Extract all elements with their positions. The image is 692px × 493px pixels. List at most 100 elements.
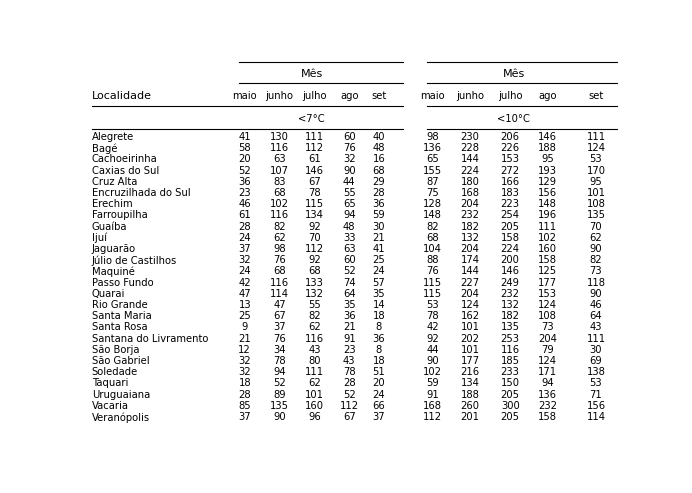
Text: 174: 174 (460, 255, 480, 265)
Text: 88: 88 (426, 255, 439, 265)
Text: Mês: Mês (300, 69, 323, 79)
Text: Rio Grande: Rio Grande (92, 300, 147, 310)
Text: 24: 24 (239, 233, 251, 243)
Text: 102: 102 (538, 233, 557, 243)
Text: 42: 42 (426, 322, 439, 332)
Text: 36: 36 (372, 199, 385, 209)
Text: 95: 95 (541, 154, 554, 165)
Text: São Borja: São Borja (92, 345, 139, 355)
Text: 12: 12 (238, 345, 251, 355)
Text: 148: 148 (423, 211, 442, 220)
Text: 43: 43 (308, 345, 320, 355)
Text: 32: 32 (239, 255, 251, 265)
Text: 25: 25 (372, 255, 385, 265)
Text: 29: 29 (372, 177, 385, 187)
Text: 8: 8 (376, 322, 382, 332)
Text: 111: 111 (538, 222, 557, 232)
Text: 67: 67 (343, 412, 356, 422)
Text: Erechim: Erechim (92, 199, 132, 209)
Text: 16: 16 (372, 154, 385, 165)
Text: 224: 224 (501, 244, 520, 254)
Text: 23: 23 (343, 345, 356, 355)
Text: 30: 30 (590, 345, 602, 355)
Text: 171: 171 (538, 367, 557, 377)
Text: 204: 204 (460, 199, 480, 209)
Text: 115: 115 (305, 199, 324, 209)
Text: Vacaria: Vacaria (92, 401, 129, 411)
Text: 224: 224 (460, 166, 480, 176)
Text: Santa Rosa: Santa Rosa (92, 322, 147, 332)
Text: 63: 63 (343, 244, 356, 254)
Text: 228: 228 (460, 143, 480, 153)
Text: 70: 70 (308, 233, 320, 243)
Text: 104: 104 (423, 244, 442, 254)
Text: Santa Maria: Santa Maria (92, 311, 152, 321)
Text: 111: 111 (586, 132, 606, 142)
Text: 28: 28 (372, 188, 385, 198)
Text: 64: 64 (590, 311, 602, 321)
Text: 62: 62 (308, 379, 321, 388)
Text: 90: 90 (343, 166, 356, 176)
Text: 112: 112 (305, 244, 324, 254)
Text: 91: 91 (426, 389, 439, 400)
Text: 146: 146 (538, 132, 557, 142)
Text: São Gabriel: São Gabriel (92, 356, 149, 366)
Text: 124: 124 (538, 356, 557, 366)
Text: Maquiné: Maquiné (92, 266, 135, 277)
Text: 82: 82 (426, 222, 439, 232)
Text: 158: 158 (538, 412, 557, 422)
Text: 116: 116 (270, 278, 289, 287)
Text: 107: 107 (270, 166, 289, 176)
Text: Cachoeirinha: Cachoeirinha (92, 154, 158, 165)
Text: 68: 68 (426, 233, 439, 243)
Text: 59: 59 (372, 211, 385, 220)
Text: 78: 78 (308, 188, 320, 198)
Text: 128: 128 (423, 199, 442, 209)
Text: 232: 232 (538, 401, 557, 411)
Text: 62: 62 (273, 233, 286, 243)
Text: 133: 133 (305, 278, 324, 287)
Text: 25: 25 (238, 311, 251, 321)
Text: set: set (371, 91, 386, 102)
Text: 90: 90 (590, 289, 602, 299)
Text: 9: 9 (242, 322, 248, 332)
Text: 42: 42 (239, 278, 251, 287)
Text: 182: 182 (460, 222, 480, 232)
Text: 90: 90 (273, 412, 286, 422)
Text: Mês: Mês (503, 69, 525, 79)
Text: 168: 168 (423, 401, 442, 411)
Text: 101: 101 (460, 345, 480, 355)
Text: 202: 202 (460, 334, 480, 344)
Text: 132: 132 (460, 233, 480, 243)
Text: 115: 115 (423, 289, 442, 299)
Text: 14: 14 (372, 300, 385, 310)
Text: 8: 8 (376, 345, 382, 355)
Text: 254: 254 (501, 211, 520, 220)
Text: 132: 132 (501, 300, 520, 310)
Text: 46: 46 (239, 199, 251, 209)
Text: 71: 71 (590, 389, 602, 400)
Text: 233: 233 (501, 367, 520, 377)
Text: 90: 90 (590, 244, 602, 254)
Text: 34: 34 (273, 345, 286, 355)
Text: 30: 30 (372, 222, 385, 232)
Text: Bagé: Bagé (92, 143, 118, 154)
Text: 18: 18 (372, 356, 385, 366)
Text: 227: 227 (460, 278, 480, 287)
Text: 52: 52 (343, 266, 356, 277)
Text: 204: 204 (460, 289, 480, 299)
Text: 24: 24 (372, 389, 385, 400)
Text: 53: 53 (426, 300, 439, 310)
Text: 57: 57 (372, 278, 385, 287)
Text: Soledade: Soledade (92, 367, 138, 377)
Text: Veranópolis: Veranópolis (92, 412, 150, 423)
Text: 70: 70 (590, 222, 602, 232)
Text: 28: 28 (239, 222, 251, 232)
Text: Quarai: Quarai (92, 289, 125, 299)
Text: 134: 134 (305, 211, 324, 220)
Text: 205: 205 (501, 222, 520, 232)
Text: 76: 76 (273, 255, 286, 265)
Text: 24: 24 (372, 266, 385, 277)
Text: 135: 135 (270, 401, 289, 411)
Text: 114: 114 (587, 412, 606, 422)
